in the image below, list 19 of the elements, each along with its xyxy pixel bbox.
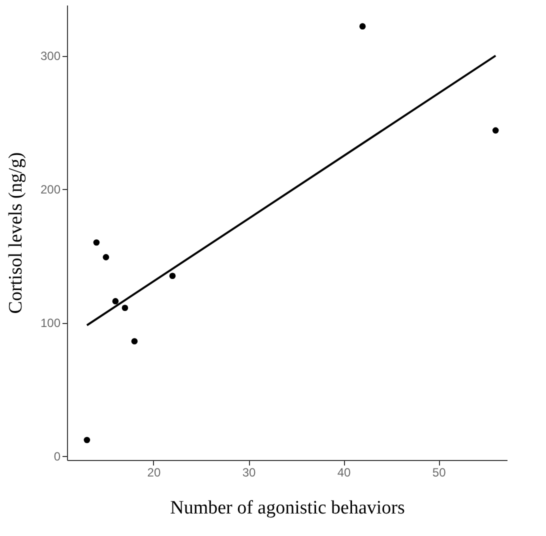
x-tick-label: 40	[337, 466, 352, 480]
point	[112, 298, 119, 304]
y-tick-label: 300	[40, 49, 61, 64]
point	[84, 436, 90, 444]
point	[492, 127, 499, 134]
y-tick-label: 100	[40, 316, 61, 330]
x-axis-title: Number of agonistic behaviors	[170, 498, 405, 518]
y-tick-label: 200	[40, 182, 61, 197]
x-tick-label: 50	[432, 466, 446, 480]
point	[169, 272, 176, 280]
point	[102, 254, 110, 260]
y-tick-label: 0	[54, 449, 61, 464]
point	[131, 338, 138, 344]
x-tick-label: 20	[147, 466, 161, 480]
x-tick-label: 30	[242, 466, 256, 480]
point	[122, 304, 128, 312]
point	[93, 239, 100, 246]
y-axis-title: Cortisol levels (ng/g)	[5, 152, 26, 314]
point	[359, 23, 366, 30]
